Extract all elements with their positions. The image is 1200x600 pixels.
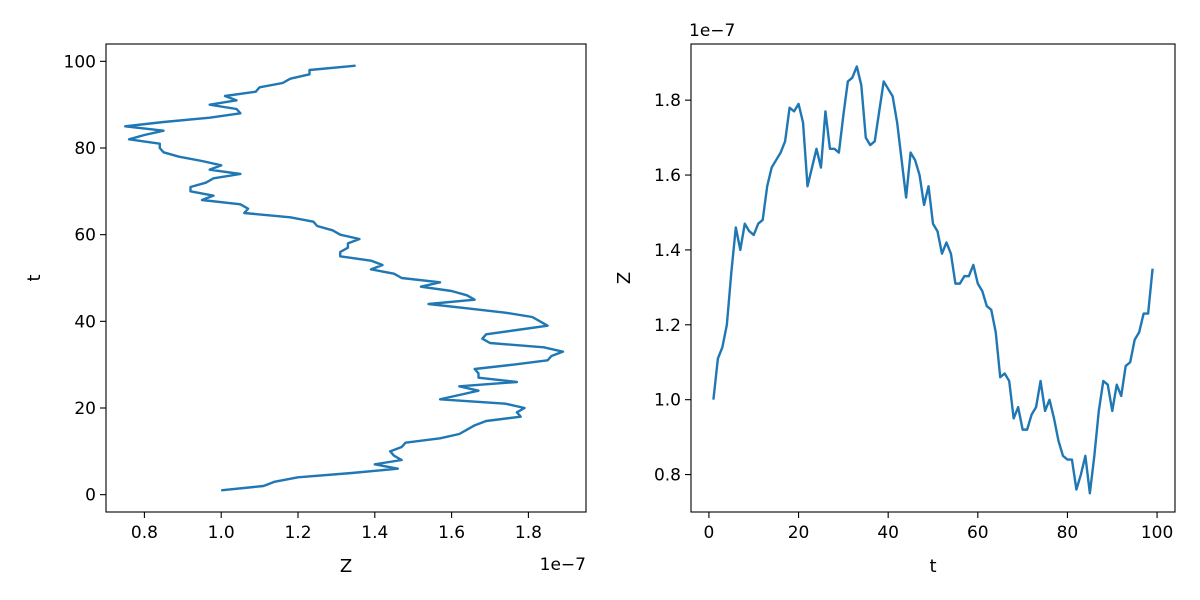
left-y-tick-label: 0 (85, 486, 96, 506)
right-y-tick-label: 1.8 (654, 91, 681, 111)
right-x-ticks: 0 20 40 60 80 100 (704, 512, 1173, 543)
left-x-tick-label: 1.6 (438, 523, 465, 543)
right-x-tick-label: 80 (1057, 523, 1079, 543)
right-y-ticks: 0.8 1.0 1.2 1.4 1.6 1.8 (654, 91, 691, 486)
left-axes-frame (105, 43, 587, 513)
left-x-axis-label: Z (340, 556, 352, 577)
right-series-line (712, 65, 1154, 495)
right-y-tick-label: 1.2 (654, 316, 681, 336)
left-y-tick-label: 20 (74, 399, 96, 419)
left-y-tick-label: 80 (74, 139, 96, 159)
left-x-tick-label: 1.4 (361, 523, 388, 543)
right-y-tick-label: 1.0 (654, 391, 681, 411)
left-plot-area (124, 64, 565, 492)
left-y-tick-label: 40 (74, 312, 96, 332)
left-y-tick-label: 60 (74, 226, 96, 246)
left-series-line (124, 64, 565, 492)
right-x-tick-label: 0 (704, 523, 715, 543)
right-y-offset-label: 1e−7 (689, 21, 735, 41)
right-x-tick-label: 40 (877, 523, 899, 543)
right-y-tick-label: 1.6 (654, 166, 681, 186)
right-x-tick-label: 100 (1141, 523, 1173, 543)
left-y-tick-label: 100 (64, 52, 96, 72)
right-panel: 0 20 40 60 80 100 0.8 1.0 1.2 1.4 1.6 1.8 t Z 1e−7 (614, 21, 1176, 577)
left-x-tick-label: 1.0 (208, 523, 235, 543)
right-plot-area (712, 65, 1154, 495)
right-x-axis-label: t (929, 556, 936, 577)
left-x-tick-label: 0.8 (131, 523, 158, 543)
left-panel: 0.8 1.0 1.2 1.4 1.6 1.8 0 20 40 60 80 100 Z t 1e−7 (24, 43, 587, 577)
right-y-tick-label: 0.8 (654, 466, 681, 486)
right-axes-frame (690, 43, 1176, 513)
left-y-ticks: 0 20 40 60 80 100 (64, 52, 106, 506)
left-x-tick-label: 1.8 (515, 523, 542, 543)
left-y-axis-label: t (24, 274, 45, 281)
left-x-tick-label: 1.2 (284, 523, 311, 543)
right-y-tick-label: 1.4 (654, 241, 681, 261)
right-x-tick-label: 60 (967, 523, 989, 543)
right-x-tick-label: 20 (788, 523, 810, 543)
left-x-offset-label: 1e−7 (540, 555, 586, 575)
right-y-axis-label: Z (614, 272, 635, 284)
left-x-ticks: 0.8 1.0 1.2 1.4 1.6 1.8 (131, 512, 542, 543)
